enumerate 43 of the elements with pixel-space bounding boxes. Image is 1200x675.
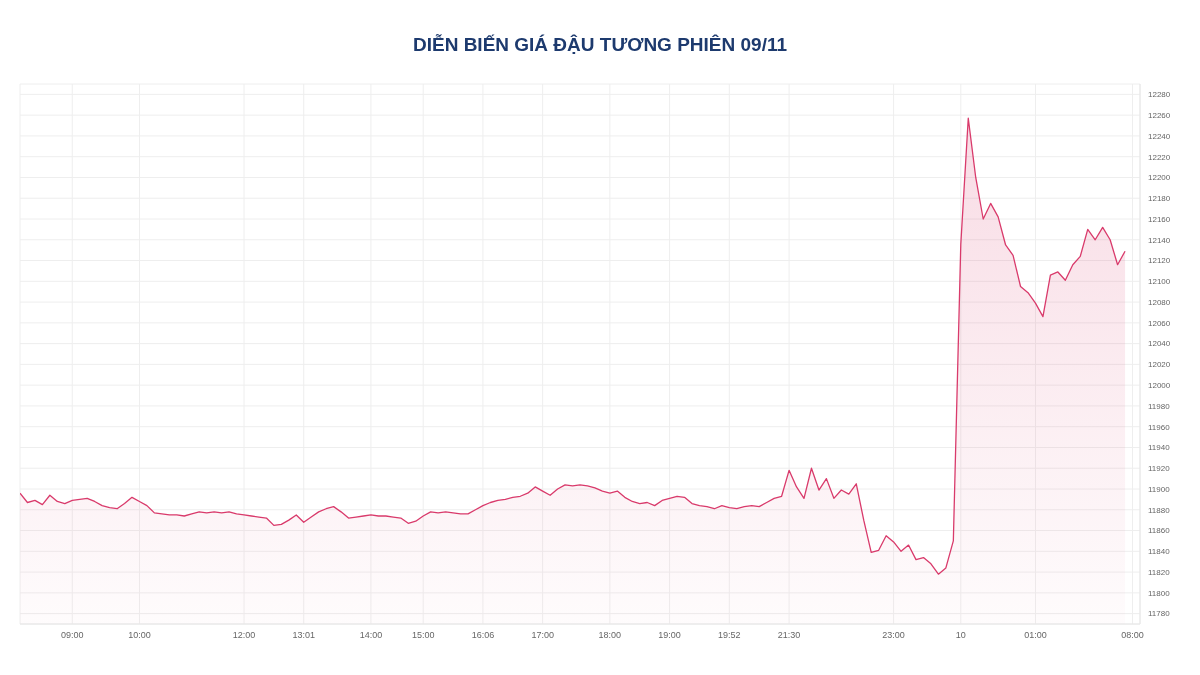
y-tick-label: 11920 [1148, 464, 1171, 474]
x-tick-label: 10:00 [128, 630, 151, 641]
y-tick-label: 12020 [1148, 360, 1171, 370]
y-tick-label: 11780 [1148, 609, 1171, 619]
y-tick-label: 12160 [1148, 214, 1171, 224]
y-tick-label: 12180 [1148, 194, 1171, 204]
x-tick-label: 10 [955, 630, 966, 641]
y-tick-label: 11880 [1148, 505, 1171, 515]
y-tick-label: 11820 [1148, 567, 1171, 577]
y-tick-label: 12140 [1148, 235, 1171, 245]
y-tick-label: 11940 [1148, 443, 1171, 453]
x-tick-label: 13:01 [292, 630, 315, 641]
x-tick-label: 01:00 [1024, 630, 1047, 641]
y-tick-label: 12120 [1148, 256, 1171, 266]
x-tick-label: 19:52 [718, 630, 741, 641]
x-tick-label: 17:00 [531, 630, 554, 641]
x-tick-label: 12:00 [232, 630, 256, 641]
x-tick-label: 16:06 [471, 630, 495, 641]
y-tick-label: 12080 [1148, 297, 1171, 307]
y-tick-label: 11900 [1148, 484, 1171, 494]
y-tick-label: 11840 [1148, 547, 1171, 557]
x-tick-label: 15:00 [411, 630, 435, 641]
y-tick-label: 11960 [1148, 422, 1171, 432]
y-tick-label: 11860 [1148, 526, 1171, 536]
x-tick-label: 14:00 [359, 630, 383, 641]
x-tick-label: 23:00 [882, 630, 905, 641]
y-tick-label: 12260 [1148, 110, 1171, 120]
x-tick-label: 21:30 [777, 630, 801, 641]
y-tick-label: 12060 [1148, 318, 1171, 328]
x-tick-label: 19:00 [658, 630, 681, 641]
chart-title: DIỄN BIẾN GIÁ ĐẬU TƯƠNG PHIÊN 09/11 [411, 33, 788, 57]
y-tick-label: 12000 [1148, 380, 1171, 390]
y-tick-label: 11980 [1148, 401, 1171, 411]
x-tick-label: 09:00 [61, 630, 84, 641]
y-tick-label: 12280 [1148, 90, 1171, 100]
y-tick-label: 12040 [1148, 339, 1171, 349]
y-tick-label: 12240 [1148, 131, 1171, 141]
y-tick-label: 12200 [1148, 173, 1171, 183]
x-tick-label: 18:00 [598, 630, 622, 641]
y-tick-label: 12220 [1148, 152, 1171, 162]
x-tick-label: 08:00 [1121, 630, 1144, 641]
y-tick-label: 11800 [1148, 588, 1171, 598]
y-tick-label: 12100 [1148, 277, 1171, 287]
